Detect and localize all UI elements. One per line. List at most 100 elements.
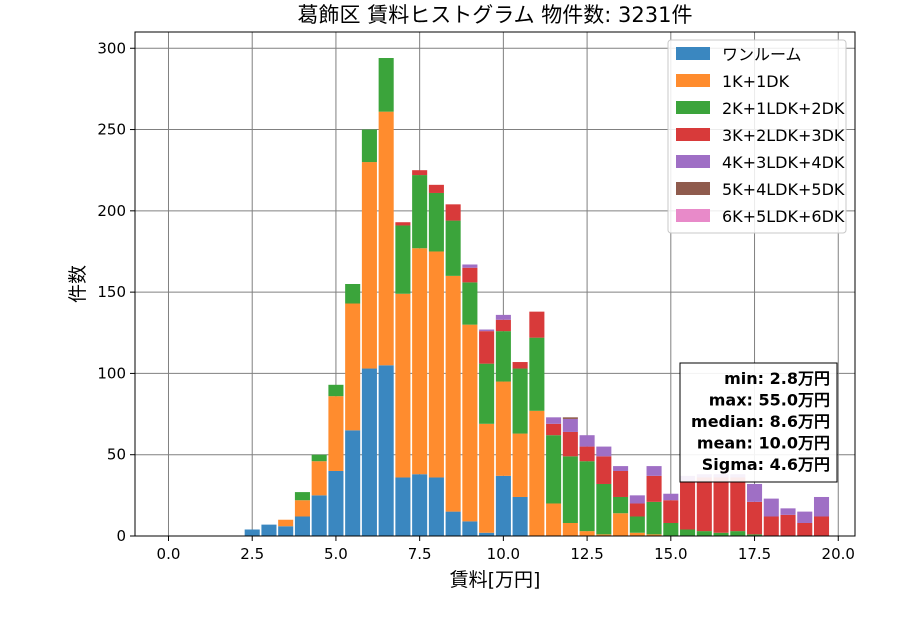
bar-segment — [479, 423, 495, 533]
bar-segment — [813, 496, 830, 517]
bar-segment — [663, 500, 679, 523]
bar-segment — [412, 170, 428, 176]
legend-swatch — [676, 155, 710, 168]
bar-segment — [512, 368, 528, 434]
bar-segment — [311, 495, 327, 536]
legend-swatch — [676, 101, 710, 114]
bar-segment — [462, 521, 478, 536]
bar-segment — [462, 264, 478, 268]
stats-line: mean: 10.0万円 — [697, 434, 830, 453]
stats-box: min: 2.8万円 max: 55.0万円 median: 8.6万円 mean: … — [679, 362, 838, 483]
bar-segment — [596, 534, 612, 536]
bar-segment — [495, 381, 511, 476]
bar-segment — [579, 531, 595, 536]
bar-segment — [462, 267, 478, 283]
bar-segment — [395, 222, 411, 226]
bar-segment — [579, 446, 595, 462]
bar-segment — [596, 456, 612, 484]
bar-segment — [546, 417, 562, 424]
bar-segment — [613, 513, 629, 536]
bar-segment — [780, 514, 796, 536]
legend-swatch — [676, 47, 710, 60]
legend-swatch — [676, 128, 710, 141]
bar-segment — [412, 175, 428, 249]
bar-segment — [512, 496, 528, 536]
bar-segment — [562, 522, 578, 536]
y-tick-label: 250 — [97, 121, 126, 139]
y-tick-label: 300 — [97, 39, 126, 57]
bar-segment — [294, 500, 310, 517]
bar-segment — [328, 396, 344, 471]
legend-entry-label: ワンルーム — [722, 45, 802, 64]
bar-segment — [395, 225, 411, 294]
bar-segment — [663, 493, 679, 501]
bar-segment — [412, 474, 428, 536]
x-tick-label: 20.0 — [822, 545, 855, 563]
bar-segment — [395, 477, 411, 536]
bar-segment — [696, 531, 712, 536]
bar-segment — [613, 496, 629, 514]
bar-segment — [763, 516, 779, 536]
bar-segment — [345, 430, 361, 536]
bar-segment — [763, 498, 779, 517]
bar-segment — [495, 475, 511, 536]
bar-segment — [562, 417, 578, 419]
bar-segment — [361, 129, 377, 163]
bar-segment — [294, 516, 310, 536]
bar-segment — [646, 475, 662, 502]
x-tick-label: 0.0 — [157, 545, 181, 563]
bar-segment — [562, 418, 578, 432]
bar-segment — [579, 461, 595, 532]
bar-segment — [730, 477, 746, 532]
bar-segment — [730, 531, 746, 536]
bar-segment — [747, 534, 763, 536]
bar-segment — [495, 331, 511, 382]
stats-box-frame — [679, 362, 838, 483]
stats-line: max: 55.0万円 — [709, 391, 830, 410]
legend-swatch — [676, 182, 710, 195]
y-tick-label: 150 — [97, 283, 126, 301]
stats-line: Sigma: 4.6万円 — [702, 455, 830, 474]
bar-segment — [562, 456, 578, 523]
bar-segment — [713, 532, 729, 536]
bar-segment — [797, 522, 813, 536]
bar-segment — [244, 529, 260, 536]
bar-segment — [328, 470, 344, 536]
bar-segment — [529, 311, 545, 338]
x-tick-label: 2.5 — [240, 545, 264, 563]
bar-segment — [646, 466, 662, 476]
bar-segment — [345, 303, 361, 431]
bar-segment — [629, 516, 645, 533]
stats-line: median: 8.6万円 — [691, 412, 830, 431]
bar-segment — [412, 248, 428, 475]
bar-segment — [378, 58, 394, 112]
bar-segment — [780, 508, 796, 515]
bar-segment — [813, 516, 830, 536]
legend-entry-label: 2K+1LDK+2DK — [722, 99, 845, 118]
y-tick-label: 0 — [116, 527, 126, 545]
bar-segment — [680, 529, 696, 536]
bar-segment — [479, 329, 495, 332]
bar-segment — [378, 111, 394, 366]
bar-segment — [696, 477, 712, 532]
bar-segment — [546, 423, 562, 436]
bar-segment — [479, 331, 495, 364]
bar-segment — [361, 368, 377, 536]
legend-entry-label: 4K+3LDK+4DK — [722, 153, 845, 172]
x-tick-label: 15.0 — [654, 545, 687, 563]
legend-frame — [667, 39, 847, 234]
bar-segment — [378, 365, 394, 536]
bar-segment — [596, 483, 612, 535]
legend-entry-label: 5K+4LDK+5DK — [722, 180, 845, 199]
legend-entry-label: 6K+5LDK+6DK — [722, 207, 845, 226]
bar-segment — [680, 480, 696, 530]
bar-segment — [562, 431, 578, 457]
x-axis-ticks: 0.0 2.5 5.0 7.5 10.0 12.5 15.0 17.5 20.0 — [157, 536, 855, 563]
bar-segment — [629, 503, 645, 517]
bar-segment — [747, 501, 763, 535]
bar-segment — [278, 526, 294, 536]
bar-segment — [713, 477, 729, 533]
bar-segment — [546, 503, 562, 536]
